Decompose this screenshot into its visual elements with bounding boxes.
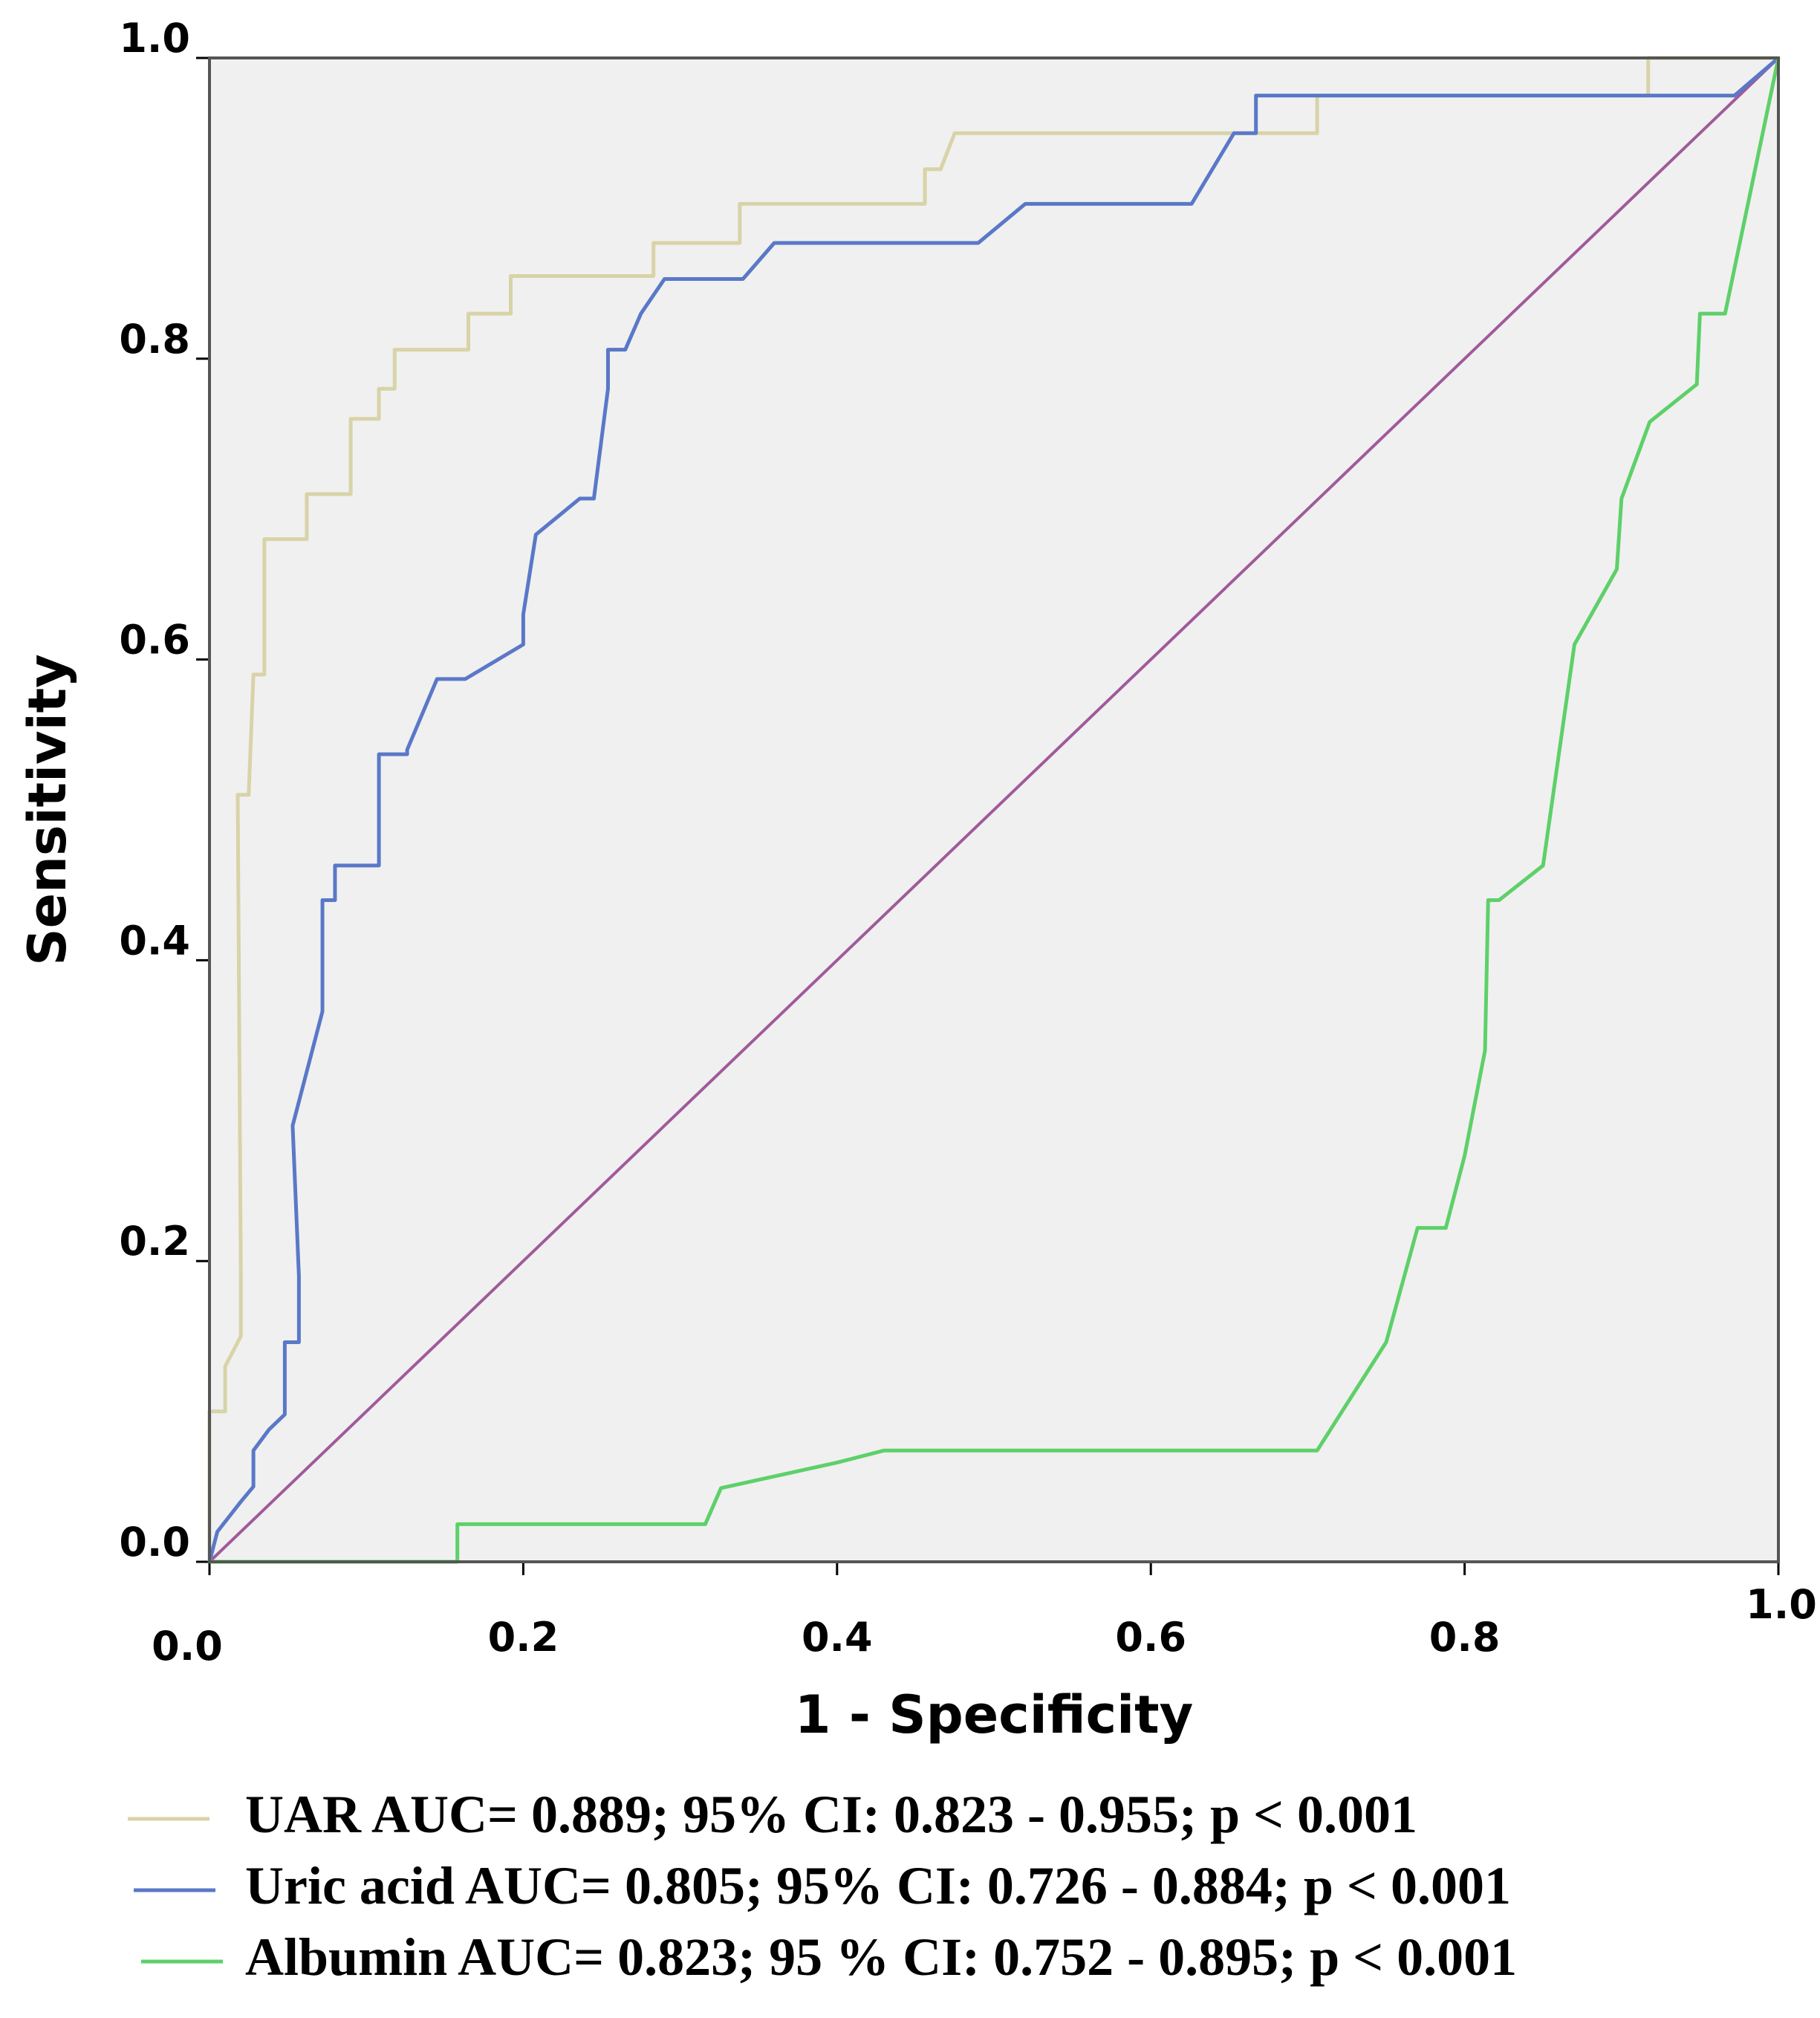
x-tick-label: 0.2 (488, 1614, 559, 1661)
legend: UAR AUC= 0.889; 95% CI: 0.823 - 0.955; p… (128, 1785, 1517, 1987)
series-line-uar (207, 56, 1778, 1562)
legend-label-uar: UAR AUC= 0.889; 95% CI: 0.823 - 0.955; p… (245, 1785, 1417, 1844)
x-tick-label: 0.0 (152, 1623, 223, 1670)
series-line-uric-acid (207, 56, 1780, 1563)
x-tick-label: 0.4 (802, 1614, 873, 1661)
x-tick-label: 0.8 (1429, 1614, 1501, 1661)
y-tick-label: 0.0 (119, 1519, 190, 1566)
roc-series (207, 56, 1781, 1564)
y-tick-label: 0.2 (119, 1218, 190, 1265)
y-tick-label: 0.4 (119, 917, 190, 964)
y-tick-label: 1.0 (119, 15, 190, 62)
y-tick-label: 0.6 (119, 617, 190, 664)
axis-ticks (196, 56, 1780, 1575)
x-tick-label: 1.0 (1746, 1581, 1817, 1628)
x-axis-title: 1 - Specificity (795, 1684, 1193, 1745)
x-tick-label: 0.6 (1115, 1614, 1186, 1661)
plot-frame (208, 56, 1780, 1563)
legend-label-uric-acid: Uric acid AUC= 0.805; 95% CI: 0.726 - 0.… (245, 1856, 1511, 1915)
legend-label-albumin: Albumin AUC= 0.823; 95 % CI: 0.752 - 0.8… (245, 1927, 1517, 1987)
series-line-albumin (209, 57, 1781, 1564)
reference-line (208, 56, 1780, 1563)
y-axis-title: Sensitivity (17, 654, 78, 966)
reference-diagonal (208, 56, 1780, 1563)
y-tick-label: 0.8 (119, 316, 190, 363)
tick-labels: 0.0 0.2 0.4 0.6 0.8 1.0 0.0 0.2 0.4 0.6 0.8 1.0 (119, 15, 1817, 1670)
